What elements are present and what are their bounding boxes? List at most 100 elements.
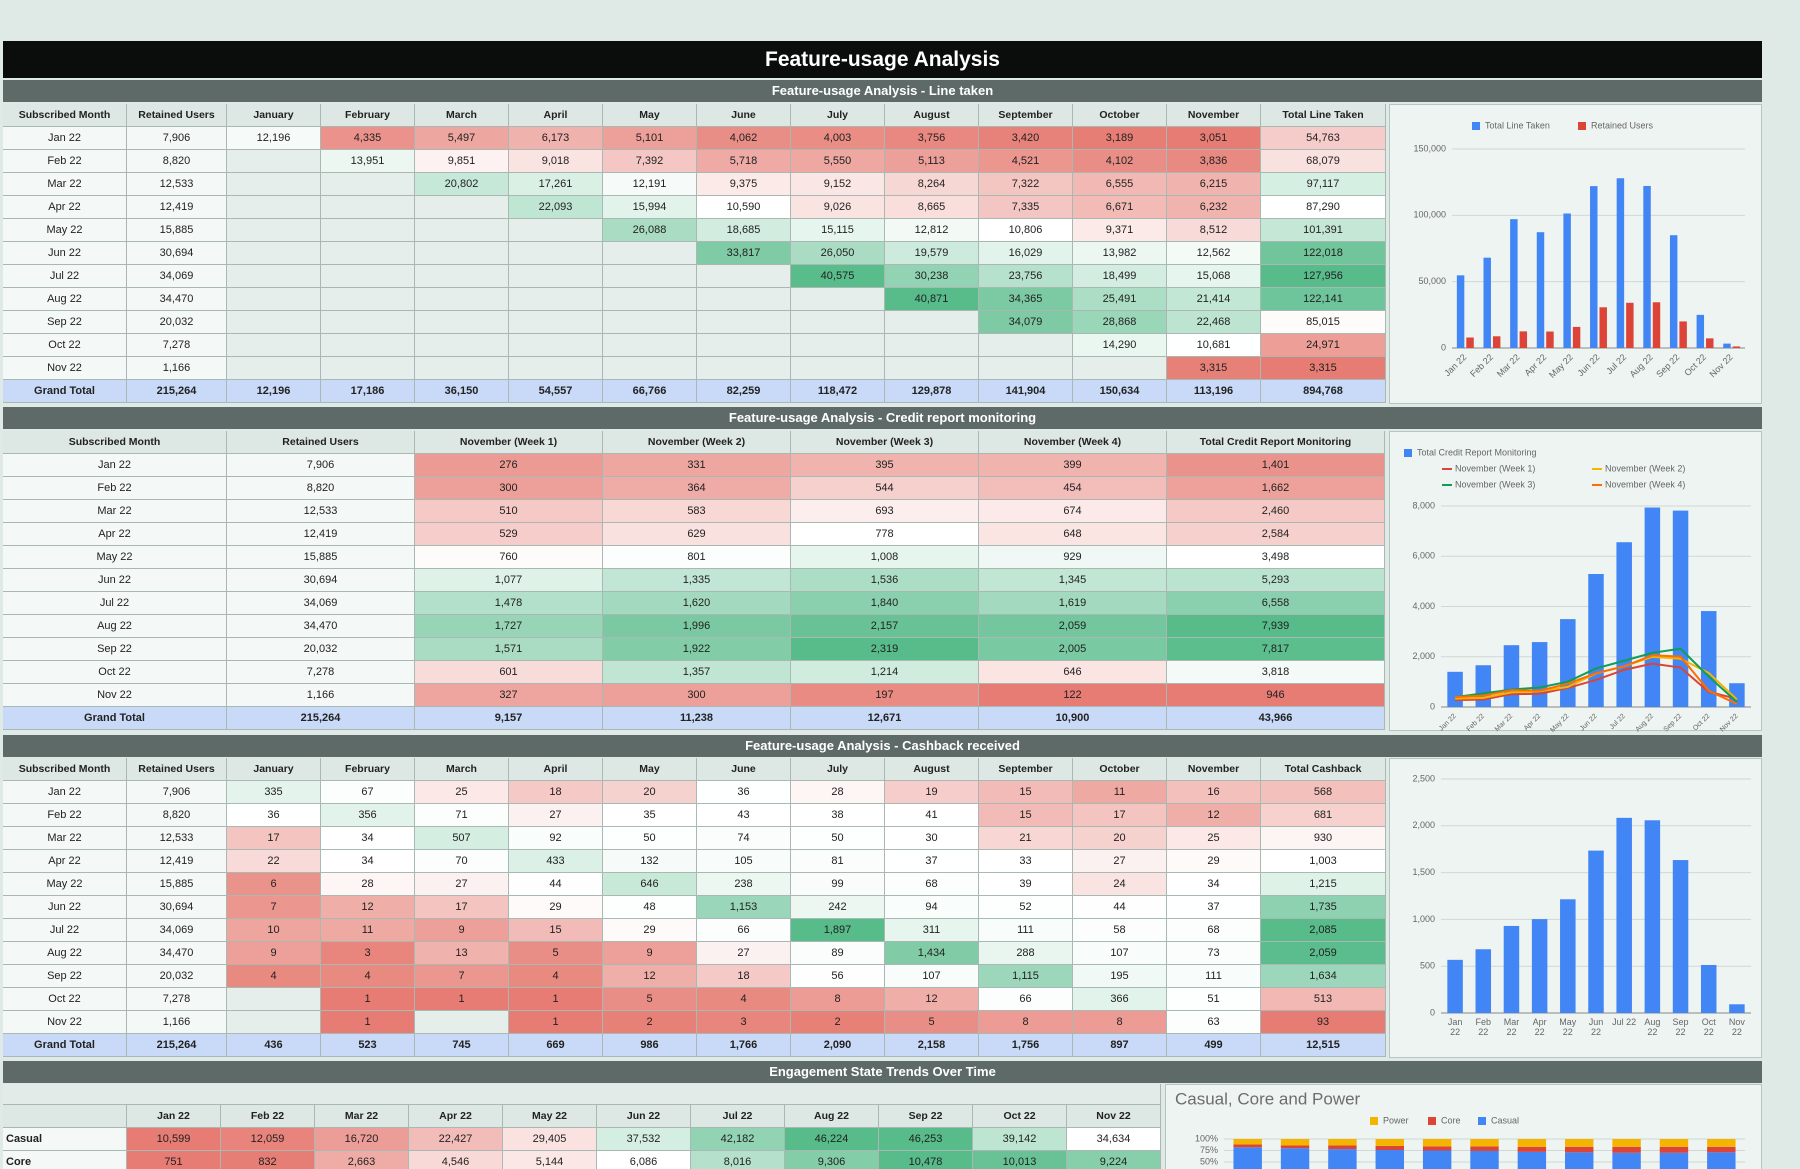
cell: 23,756: [979, 265, 1073, 288]
x-tick-label: Jun 22: [1575, 352, 1601, 378]
cell: 73: [1167, 942, 1261, 965]
cell: 8,665: [885, 196, 979, 219]
cell: [415, 334, 509, 357]
cell: 9,224: [1067, 1151, 1161, 1169]
cell: Oct 22: [3, 661, 227, 684]
cell: 276: [415, 454, 603, 477]
legend-label: Core: [1441, 1115, 1461, 1125]
cell: 20: [1073, 827, 1167, 850]
bar-segment: [1280, 1139, 1310, 1146]
cell: 9,018: [509, 150, 603, 173]
cell: 94: [885, 896, 979, 919]
cell: 46,224: [785, 1128, 879, 1151]
x-tick-label: Jul 22: [1609, 713, 1627, 731]
cell: 1,153: [697, 896, 791, 919]
cell: 29: [1167, 850, 1261, 873]
cell: 11: [321, 919, 415, 942]
cell: [227, 357, 321, 380]
cell: 99: [791, 873, 885, 896]
cell: 12,196: [227, 127, 321, 150]
cell: 2,005: [979, 638, 1167, 661]
cell: Oct 22: [3, 988, 127, 1011]
cell: 18,685: [697, 219, 791, 242]
header-cell: April: [509, 758, 603, 781]
cell: 15,115: [791, 219, 885, 242]
bar-segment: [1375, 1145, 1404, 1151]
header-cell: Subscribed Month: [3, 104, 127, 127]
cell: 8,264: [885, 173, 979, 196]
cell: [509, 242, 603, 265]
cell: [603, 265, 697, 288]
legend-swatch: [1404, 449, 1412, 457]
cell: 12: [603, 965, 697, 988]
cell: 17: [1073, 804, 1167, 827]
cell: 929: [979, 546, 1167, 569]
cell: 197: [791, 684, 979, 707]
header-cell: July: [791, 758, 885, 781]
x-tick-label: Apr 22: [1532, 1017, 1547, 1037]
cell: 43: [697, 804, 791, 827]
header-cell: October: [1073, 104, 1167, 127]
cell: 51: [1167, 988, 1261, 1011]
cell: 1,619: [979, 592, 1167, 615]
cell: [509, 265, 603, 288]
cell: Jun 22: [3, 242, 127, 265]
cell: 34: [321, 850, 415, 873]
cell: 18: [509, 781, 603, 804]
cell: 68,079: [1261, 150, 1386, 173]
cell: 19: [885, 781, 979, 804]
cell: 12,671: [791, 707, 979, 730]
cell: 5,550: [791, 150, 885, 173]
cell: 18: [697, 965, 791, 988]
header-cell: November (Week 2): [603, 431, 791, 454]
cell: 9: [227, 942, 321, 965]
x-tick-label: Sep 22: [1654, 352, 1681, 379]
header-cell: February: [321, 104, 415, 127]
bar-segment: [1565, 1146, 1594, 1153]
x-tick-label: May 22: [1559, 1017, 1577, 1037]
cell: Apr 22: [3, 523, 227, 546]
legend-label: Total Line Taken: [1485, 120, 1550, 130]
x-tick-label: Jun 22: [1588, 1017, 1604, 1037]
header-cell: Total Cashback: [1261, 758, 1386, 781]
cell: 12,419: [227, 523, 415, 546]
cell: [321, 242, 415, 265]
cell: 4: [509, 965, 603, 988]
cell: 39,142: [973, 1128, 1067, 1151]
header-cell: July: [791, 104, 885, 127]
bar-segment: [1707, 1152, 1736, 1169]
header-cell: Retained Users: [127, 104, 227, 127]
cell: 1,434: [885, 942, 979, 965]
cell: 37: [1167, 896, 1261, 919]
cell: 1: [321, 988, 415, 1011]
x-tick-label: Apr 22: [1523, 713, 1543, 733]
bar-segment: [1565, 1152, 1594, 1169]
x-tick-label: Feb 22: [1475, 1017, 1492, 1037]
cell: 6,671: [1073, 196, 1167, 219]
cell: 38: [791, 804, 885, 827]
cell: Mar 22: [3, 173, 127, 196]
x-tick-label: May 22: [1549, 713, 1570, 734]
cell: 7,278: [127, 334, 227, 357]
cell: Casual: [3, 1128, 127, 1151]
cell: 25: [1167, 827, 1261, 850]
header-cell: March: [415, 104, 509, 127]
cell: 111: [979, 919, 1073, 942]
cell: 195: [1073, 965, 1167, 988]
cell: 1: [509, 1011, 603, 1034]
bar: [1531, 642, 1548, 707]
header-cell: August: [885, 758, 979, 781]
header-cell: January: [227, 758, 321, 781]
cell: May 22: [3, 873, 127, 896]
legend-swatch: [1578, 122, 1586, 130]
cell: 50: [603, 827, 697, 850]
cell: 12,059: [221, 1128, 315, 1151]
header-cell: September: [979, 758, 1073, 781]
cell: 2,319: [791, 638, 979, 661]
cell: [791, 357, 885, 380]
cell: 34,069: [127, 265, 227, 288]
legend-label: Power: [1383, 1115, 1409, 1125]
cell: 82,259: [697, 380, 791, 403]
header-cell: May: [603, 104, 697, 127]
